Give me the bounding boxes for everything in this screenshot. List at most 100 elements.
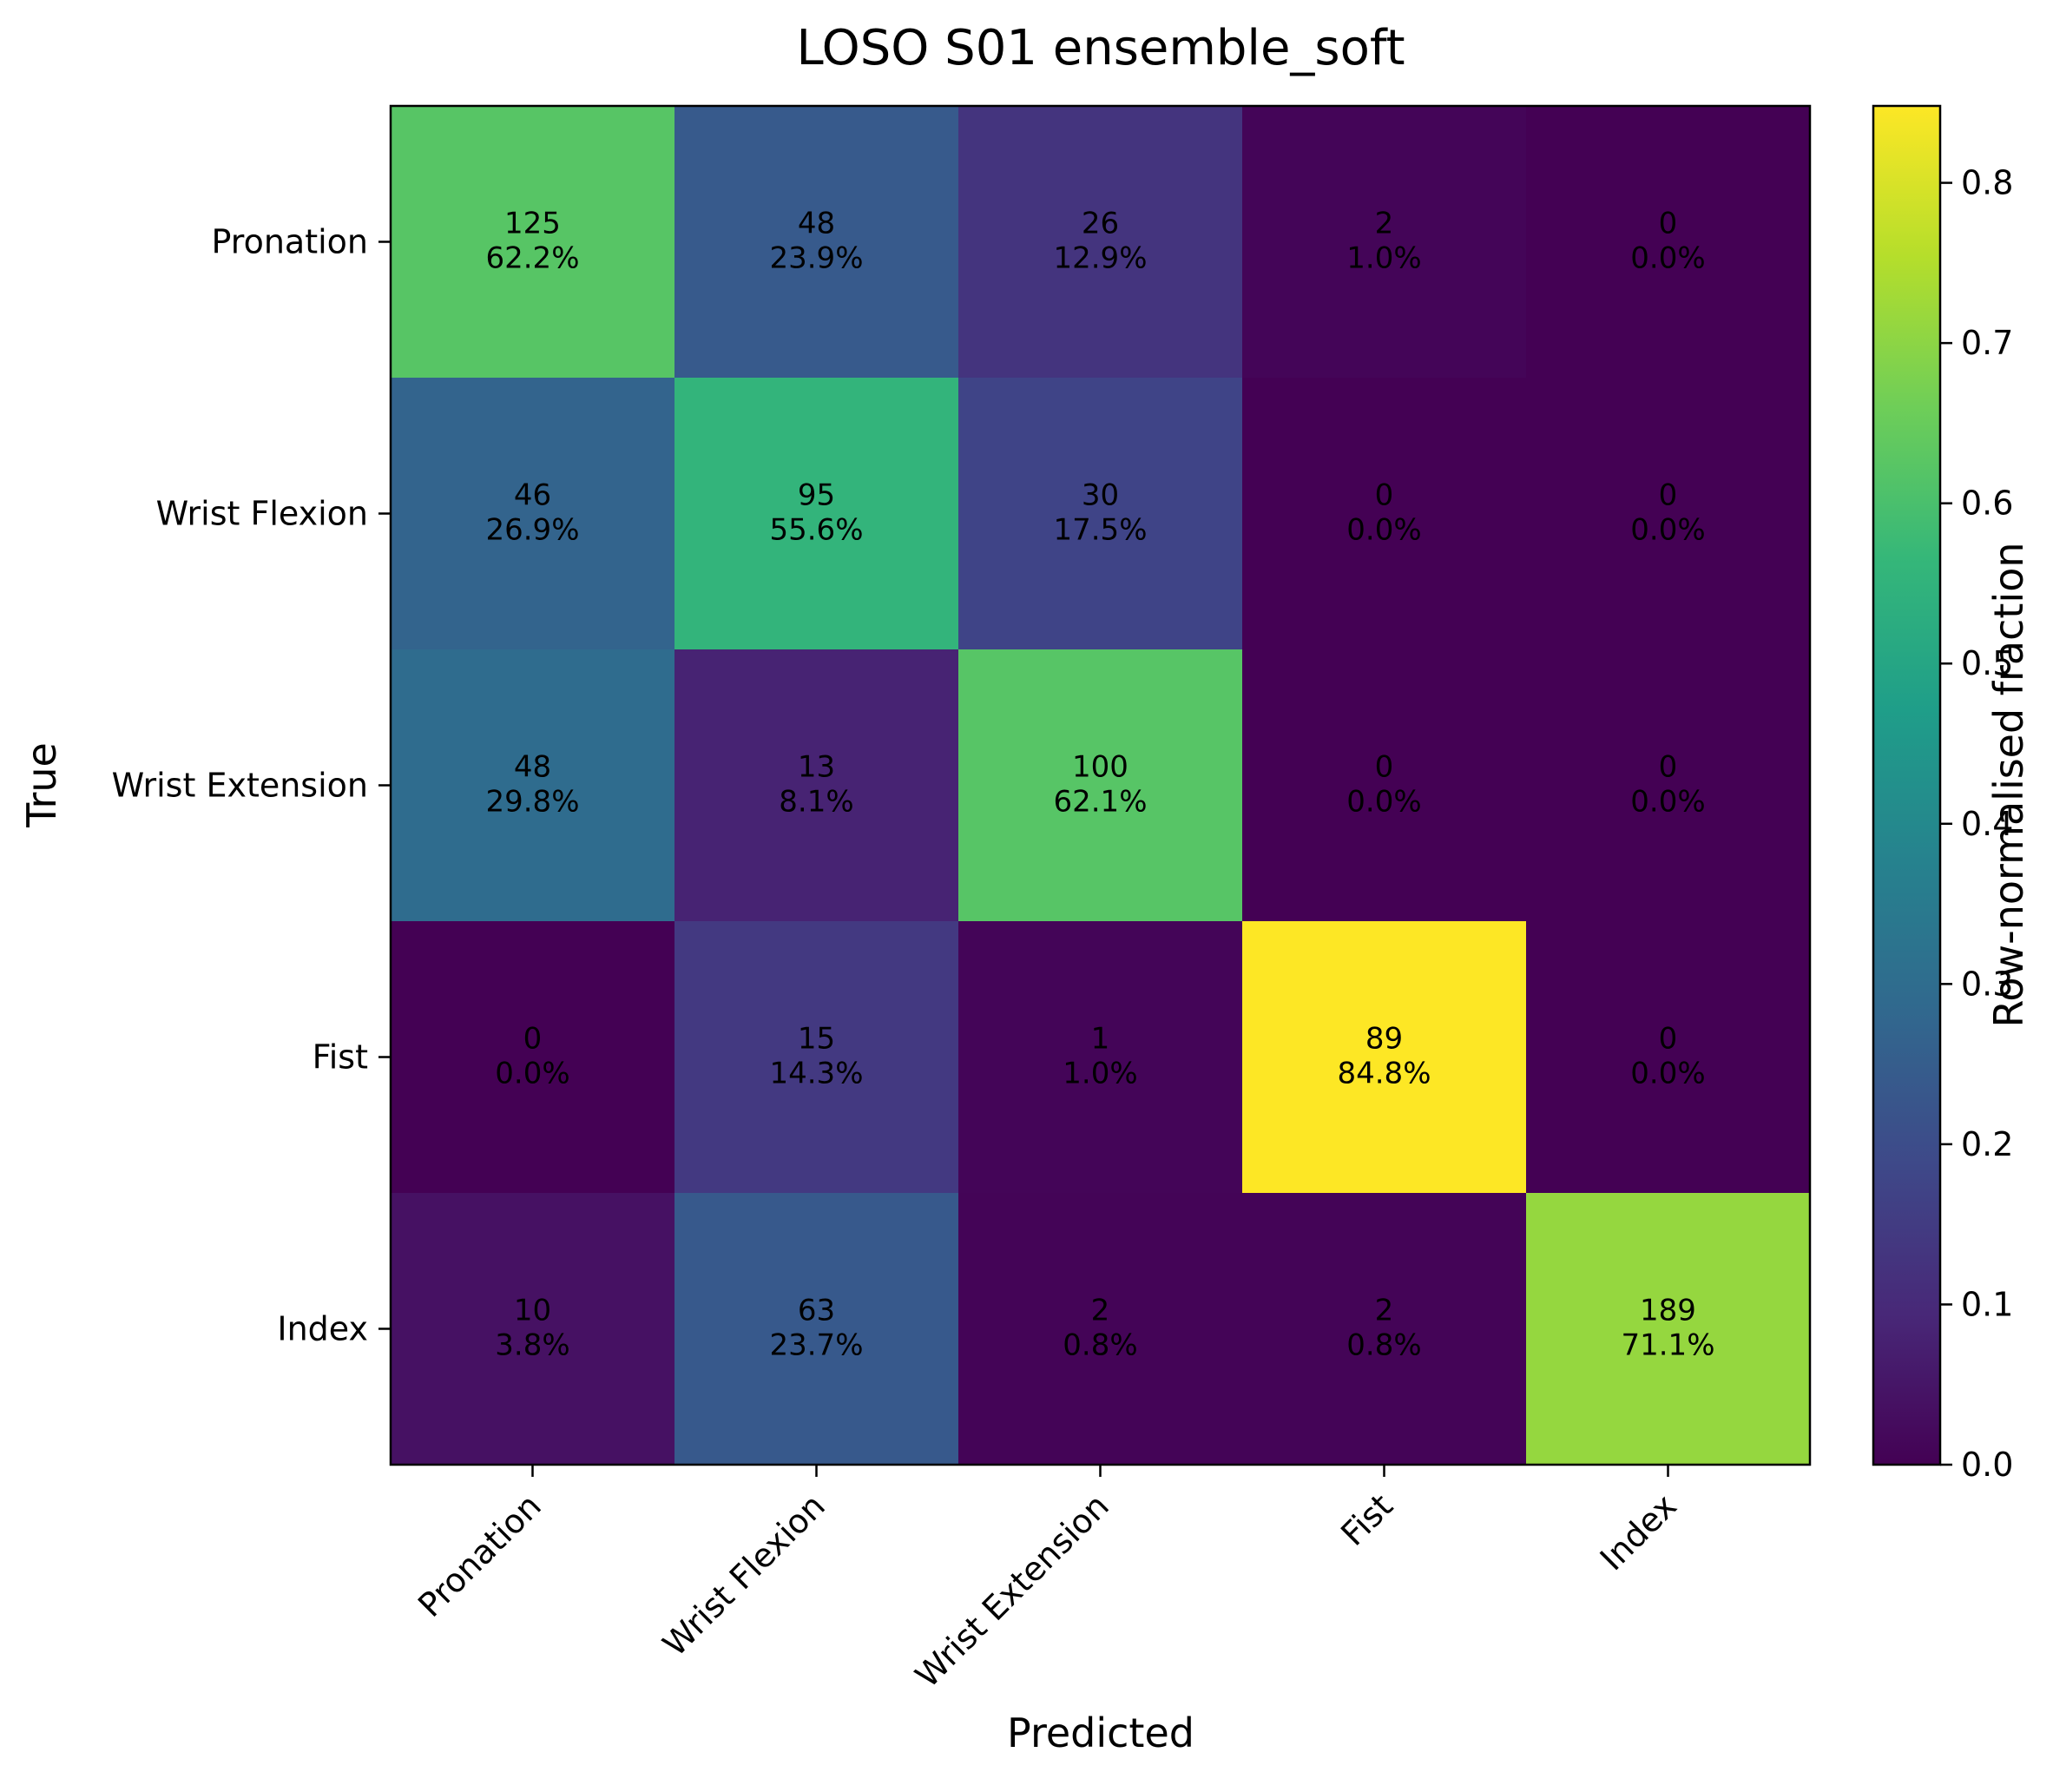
cell-count-label: 0 — [1659, 750, 1678, 785]
x-axis-ticks: Pronation Wrist Flexion Wrist Extension Fis… — [411, 1465, 1684, 1695]
cell-count-label: 95 — [798, 478, 835, 513]
heatmap-cell — [674, 378, 959, 650]
cell-count-label: 48 — [514, 750, 551, 785]
cell-count-label: 2 — [1375, 1294, 1394, 1328]
cell-count-label: 2 — [1091, 1294, 1110, 1328]
heatmap-cell — [1242, 106, 1527, 379]
cell-count-label: 0 — [1375, 750, 1394, 785]
cell-percent-label: 17.5% — [1053, 513, 1147, 548]
colorbar-tick-label: 0.5 — [1961, 644, 2013, 682]
heatmap-cell — [1242, 1193, 1527, 1466]
cell-percent-label: 0.0% — [1346, 513, 1421, 548]
cell-percent-label: 29.8% — [485, 785, 579, 820]
cell-percent-label: 1.0% — [1346, 241, 1421, 276]
heatmap-cell — [1526, 1193, 1811, 1466]
cell-count-label: 30 — [1082, 478, 1119, 513]
cell-count-label: 0 — [523, 1022, 543, 1057]
cell-percent-label: 14.3% — [769, 1057, 863, 1091]
heatmap-cell — [674, 106, 959, 379]
cell-percent-label: 0.0% — [1630, 241, 1705, 276]
cell-percent-label: 12.9% — [1053, 241, 1147, 276]
cell-percent-label: 23.9% — [769, 241, 863, 276]
heatmap-cell — [391, 921, 675, 1194]
cell-count-label: 189 — [1640, 1294, 1696, 1328]
y-tick-label: Index — [277, 1310, 368, 1348]
heatmap-cell — [1526, 921, 1811, 1194]
cell-count-label: 13 — [798, 750, 835, 785]
cell-percent-label: 1.0% — [1063, 1057, 1137, 1091]
colorbar-tick-label: 0.3 — [1961, 965, 2013, 1003]
colorbar — [1872, 104, 1942, 1466]
cell-count-label: 15 — [798, 1022, 835, 1057]
heatmap-cell — [674, 921, 959, 1194]
colorbar-tick-label: 0.4 — [1961, 805, 2013, 843]
colorbar-ticks: 0.0 0.1 0.2 0.3 0.4 0.5 0.6 0.7 0.8 — [1940, 164, 2013, 1484]
cell-percent-label: 55.6% — [769, 513, 863, 548]
x-tick-label: Wrist Flexion — [655, 1486, 832, 1664]
y-axis-ticks: Pronation Wrist Flexion Wrist Extension Fis… — [112, 223, 391, 1348]
cell-count-label: 0 — [1659, 207, 1678, 241]
y-axis-label: True — [18, 742, 65, 828]
cell-percent-label: 0.0% — [1630, 1057, 1705, 1091]
cell-count-label: 1 — [1091, 1022, 1110, 1057]
cell-percent-label: 0.0% — [1630, 513, 1705, 548]
colorbar-label: Row-normalised fraction — [1985, 542, 2032, 1027]
x-tick-label: Fist — [1333, 1486, 1400, 1553]
cell-percent-label: 23.7% — [769, 1328, 863, 1363]
cell-percent-label: 0.8% — [1063, 1328, 1137, 1363]
cell-count-label: 26 — [1082, 207, 1119, 241]
cell-percent-label: 62.1% — [1053, 785, 1147, 820]
heatmap-cell — [1242, 649, 1527, 922]
cell-count-label: 89 — [1365, 1022, 1403, 1057]
heatmap-cell — [958, 1193, 1243, 1466]
y-tick-label: Wrist Extension — [112, 767, 368, 805]
cell-count-label: 46 — [514, 478, 551, 513]
heatmap-cell — [958, 649, 1243, 922]
heatmap-cell — [1242, 921, 1527, 1194]
cell-percent-label: 26.9% — [485, 513, 579, 548]
cell-count-label: 10 — [514, 1294, 551, 1328]
heatmap-cell — [1526, 649, 1811, 922]
x-tick-label: Pronation — [411, 1486, 549, 1624]
colorbar-tick-label: 0.2 — [1961, 1125, 2013, 1163]
cell-percent-label: 8.1% — [779, 785, 853, 820]
cell-percent-label: 71.1% — [1621, 1328, 1714, 1363]
heatmap-cell — [958, 921, 1243, 1194]
colorbar-tick-label: 0.1 — [1961, 1285, 2013, 1323]
cell-percent-label: 84.8% — [1337, 1057, 1431, 1091]
y-tick-label: Pronation — [212, 223, 368, 261]
heatmap-cell — [1526, 378, 1811, 650]
y-tick-label: Fist — [313, 1038, 368, 1077]
colorbar-tick-label: 0.8 — [1961, 164, 2013, 202]
heatmap-cells: 12562.2%4823.9%2612.9%21.0%00.0%4626.9%9… — [391, 106, 1811, 1466]
heatmap-cell — [674, 1193, 959, 1466]
x-tick-label: Wrist Extension — [908, 1486, 1116, 1695]
heatmap-cell — [1242, 378, 1527, 650]
heatmap-cell — [391, 378, 675, 650]
colorbar-tick-label: 0.7 — [1961, 324, 2013, 362]
heatmap-cell — [674, 649, 959, 922]
cell-percent-label: 3.8% — [495, 1328, 569, 1363]
heatmap-cell — [1526, 106, 1811, 379]
x-tick-label: Index — [1593, 1486, 1684, 1578]
cell-percent-label: 0.0% — [495, 1057, 569, 1091]
cell-percent-label: 0.0% — [1346, 785, 1421, 820]
colorbar-tick-label: 0.0 — [1961, 1446, 2013, 1484]
cell-count-label: 0 — [1659, 478, 1678, 513]
cell-count-label: 125 — [504, 207, 561, 241]
cell-count-label: 100 — [1072, 750, 1128, 785]
chart-title: LOSO S01 ensemble_soft — [796, 20, 1405, 76]
y-tick-label: Wrist Flexion — [156, 495, 368, 533]
cell-count-label: 0 — [1375, 478, 1394, 513]
heatmap-cell — [391, 1193, 675, 1466]
heatmap-cell — [958, 378, 1243, 650]
cell-percent-label: 0.8% — [1346, 1328, 1421, 1363]
heatmap-cell — [958, 106, 1243, 379]
colorbar-tick-label: 0.6 — [1961, 484, 2013, 523]
cell-count-label: 48 — [798, 207, 835, 241]
heatmap-cell — [391, 106, 675, 379]
cell-percent-label: 0.0% — [1630, 785, 1705, 820]
cell-percent-label: 62.2% — [485, 241, 579, 276]
cell-count-label: 2 — [1375, 207, 1394, 241]
heatmap-cell — [391, 649, 675, 922]
